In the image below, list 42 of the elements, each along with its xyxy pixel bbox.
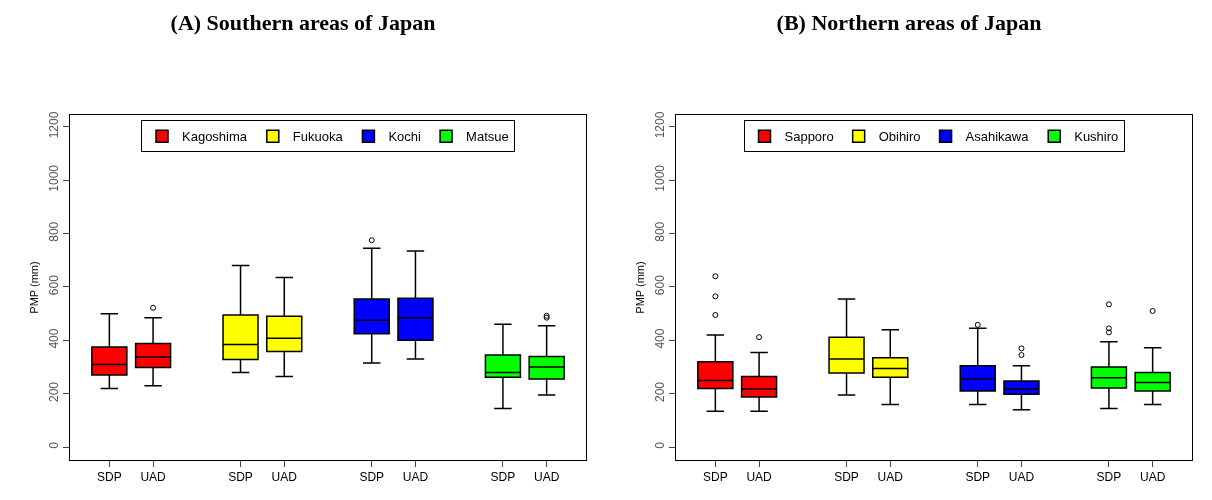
y-axis-title: PMP (mm)	[634, 261, 646, 314]
y-tick-label: 200	[653, 381, 668, 402]
x-tick-label: UAD	[140, 470, 167, 485]
x-tick-label: UAD	[271, 470, 298, 485]
y-tick-label: 600	[653, 274, 668, 296]
chart-title: (A) Southern areas of Japan	[170, 10, 436, 36]
chart-title: (B) Northern areas of Japan	[776, 10, 1042, 36]
x-tick-label: SDP	[490, 470, 516, 485]
y-tick-label: 600	[47, 274, 62, 296]
x-tick-label: SDP	[97, 470, 122, 485]
y-tick-label: 800	[653, 221, 668, 242]
x-tick-label: SDP	[228, 470, 253, 485]
x-tick-label: UAD	[746, 470, 773, 485]
y-tick-label: 1200	[653, 111, 668, 139]
x-tick-label: SDP	[1096, 470, 1122, 485]
legend-label: Obihiro	[878, 129, 921, 145]
y-tick-label: 1200	[47, 111, 62, 139]
x-tick-label: SDP	[359, 470, 385, 485]
x-tick-label: UAD	[1008, 470, 1035, 485]
y-tick-label: 1000	[47, 164, 62, 192]
x-tick-label: UAD	[533, 470, 560, 485]
y-tick-label: 400	[653, 328, 668, 349]
legend-label: Kushiro	[1074, 129, 1119, 145]
legend-label: Sapporo	[784, 129, 834, 145]
x-tick-label: SDP	[965, 470, 991, 485]
x-tick-label: UAD	[1139, 470, 1166, 485]
y-tick-label: 400	[47, 328, 62, 349]
y-tick-label: 800	[47, 221, 62, 242]
legend-label: Kochi	[388, 129, 422, 145]
legend-label: Kagoshima	[182, 129, 248, 145]
y-tick-label: 200	[47, 381, 62, 402]
x-tick-label: UAD	[402, 470, 429, 485]
y-tick-label: 0	[47, 441, 62, 449]
x-tick-label: SDP	[703, 470, 728, 485]
legend-label: Matsue	[466, 129, 509, 145]
y-tick-label: 1000	[653, 164, 668, 192]
y-axis-title: PMP (mm)	[28, 261, 40, 314]
legend-label: Fukuoka	[292, 129, 344, 145]
x-tick-label: UAD	[877, 470, 904, 485]
x-tick-label: SDP	[834, 470, 859, 485]
legend-label: Asahikawa	[965, 129, 1030, 145]
y-tick-label: 0	[653, 441, 668, 449]
